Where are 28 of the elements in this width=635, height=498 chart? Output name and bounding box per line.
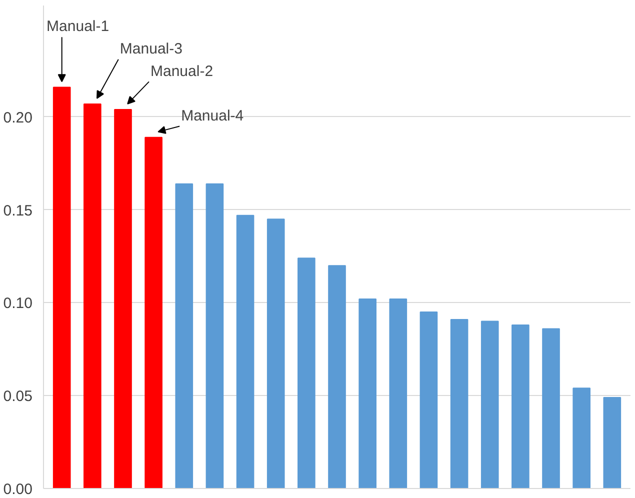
bar [144, 136, 162, 488]
bar [450, 318, 468, 488]
bar [206, 183, 224, 488]
y-tick-label: 0.20 [3, 109, 33, 126]
bar [420, 312, 438, 488]
bar [603, 396, 622, 488]
bar [114, 109, 132, 488]
bar [389, 298, 408, 488]
y-tick-label: 0.00 [3, 481, 33, 498]
y-tick-label: 0.05 [3, 388, 33, 406]
bar [175, 183, 194, 488]
bar [542, 328, 560, 488]
bar [480, 320, 499, 488]
bar [358, 298, 376, 488]
bar [512, 324, 530, 488]
bar [328, 265, 346, 488]
annotation: Manual-3 [120, 40, 182, 58]
y-tick-label: 0.15 [3, 202, 33, 220]
bar [52, 86, 71, 488]
bar [298, 258, 316, 488]
annotation: Manual-4 [181, 107, 244, 124]
bar [84, 103, 102, 488]
annotation: Manual-1 [46, 18, 110, 36]
y-tick-label: 0.10 [3, 295, 33, 312]
bar [236, 214, 254, 488]
bar [572, 388, 590, 488]
bar [266, 218, 285, 488]
annotation: Manual-2 [150, 62, 214, 80]
